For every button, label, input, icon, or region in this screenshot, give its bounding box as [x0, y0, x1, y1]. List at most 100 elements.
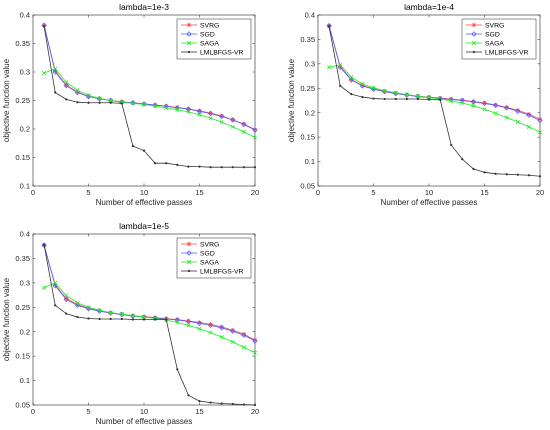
- data-point: [131, 145, 134, 148]
- data-point: [176, 163, 179, 167]
- data-point: [197, 326, 202, 331]
- data-point: [109, 317, 112, 321]
- data-point: [97, 308, 102, 313]
- data-point: [43, 25, 46, 28]
- x-tick-label: 15: [480, 188, 488, 197]
- legend: SVRG SGD SAGA LMLBFGS-VR: [176, 18, 252, 60]
- legend-marker: [187, 269, 191, 273]
- chart-title: lambda=1e-5: [119, 221, 169, 231]
- legend-label: SAGA: [485, 40, 504, 47]
- y-tick-label: 0.15: [300, 133, 315, 142]
- data-point: [252, 337, 258, 343]
- data-point: [208, 322, 213, 327]
- data-point: [252, 338, 258, 344]
- data-point: [75, 300, 80, 305]
- data-point: [241, 332, 247, 338]
- data-point: [483, 171, 486, 174]
- data-point: [526, 111, 532, 117]
- series-lmlbfgs-vr: [328, 25, 542, 178]
- data-point: [197, 112, 202, 117]
- data-point: [537, 130, 543, 135]
- data-point: [209, 401, 212, 404]
- data-point: [141, 102, 147, 107]
- data-point: [120, 102, 123, 105]
- data-point: [108, 310, 113, 315]
- y-tick-label: 0.25: [300, 84, 315, 93]
- data-point: [153, 104, 158, 109]
- data-point: [470, 99, 477, 105]
- data-point: [42, 285, 47, 290]
- y-axis-label: objective function value: [287, 58, 296, 142]
- data-point: [65, 312, 68, 315]
- data-point: [98, 317, 101, 321]
- data-point: [538, 175, 542, 178]
- x-tick-label: 15: [195, 407, 203, 416]
- legend-marker: [186, 250, 192, 256]
- legend: SVRG SGD SAGA LMLBFGS-VR: [176, 237, 252, 279]
- data-point: [492, 102, 499, 109]
- data-point: [64, 293, 69, 298]
- x-tick-label: 0: [31, 407, 35, 416]
- y-tick-label: 0.35: [15, 254, 30, 263]
- legend-label: SGD: [200, 250, 215, 257]
- data-point: [130, 313, 135, 318]
- data-point: [328, 25, 331, 28]
- data-point: [471, 103, 476, 108]
- y-tick-label: 0.15: [15, 153, 30, 162]
- data-point: [427, 98, 431, 101]
- x-tick-label: 0: [31, 188, 35, 197]
- y-tick-label: 0.3: [305, 59, 315, 68]
- x-tick-label: 20: [251, 188, 259, 197]
- legend-label: SAGA: [200, 40, 219, 47]
- data-point: [494, 172, 497, 175]
- legend-marker: [187, 50, 191, 54]
- legend-marker: [472, 50, 476, 54]
- data-point: [448, 96, 454, 103]
- data-point: [231, 402, 234, 406]
- y-tick-label: 0.2: [20, 327, 30, 336]
- data-point: [241, 129, 246, 134]
- data-point: [76, 315, 79, 319]
- data-point: [176, 368, 179, 371]
- data-point: [175, 107, 180, 112]
- x-tick-label: 15: [195, 188, 203, 197]
- data-point: [461, 158, 464, 161]
- data-point: [426, 95, 432, 100]
- data-point: [252, 135, 258, 140]
- x-tick-label: 0: [316, 188, 320, 197]
- data-point: [481, 100, 488, 107]
- data-point: [415, 94, 420, 99]
- data-point: [165, 318, 168, 321]
- data-point: [405, 97, 408, 101]
- data-point: [482, 100, 487, 106]
- data-point: [86, 93, 91, 98]
- legend-marker: [186, 259, 192, 265]
- data-point: [230, 328, 236, 334]
- data-point: [338, 62, 343, 67]
- data-point: [42, 71, 47, 76]
- y-tick-label: 0.15: [15, 352, 30, 361]
- legend-label: LMLBFGS-VR: [200, 49, 244, 56]
- series-line: [328, 26, 541, 177]
- series-line: [43, 244, 256, 406]
- legend-marker: [471, 22, 477, 28]
- legend-marker: [186, 40, 192, 46]
- legend-label: SVRG: [200, 241, 219, 248]
- data-point: [208, 110, 213, 116]
- data-point: [175, 105, 180, 110]
- data-point: [175, 317, 180, 322]
- data-point: [383, 97, 386, 101]
- data-point: [186, 109, 191, 114]
- data-point: [241, 345, 246, 350]
- data-point: [242, 403, 245, 406]
- data-point: [63, 296, 69, 303]
- legend-marker: [186, 241, 192, 247]
- y-tick-label: 0.4: [20, 230, 30, 239]
- x-axis-label: Number of effective passes: [96, 198, 193, 207]
- x-tick-label: 5: [86, 407, 90, 416]
- x-axis-label: Number of effective passes: [96, 417, 193, 426]
- data-point: [504, 115, 509, 120]
- data-point: [141, 314, 147, 320]
- data-point: [185, 106, 192, 112]
